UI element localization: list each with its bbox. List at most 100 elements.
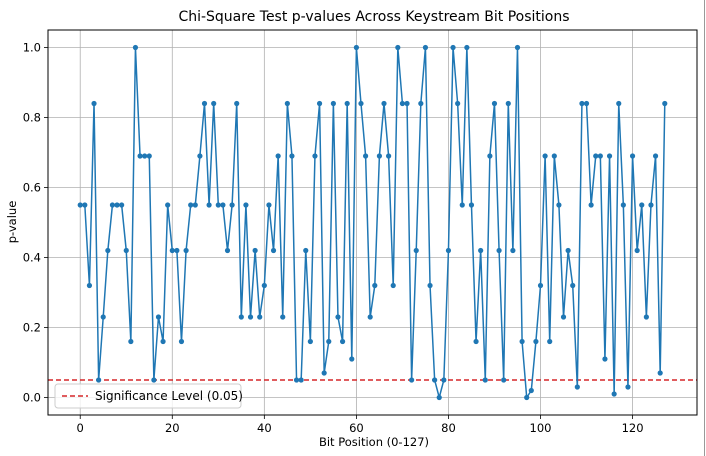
data-point — [146, 153, 152, 159]
data-point — [169, 247, 175, 254]
data-point — [165, 202, 171, 208]
data-point — [395, 44, 401, 51]
data-point — [418, 100, 424, 107]
legend: Significance Level (0.05) — [54, 383, 243, 409]
data-point — [128, 338, 134, 345]
data-point — [312, 153, 318, 159]
data-point — [639, 202, 645, 208]
data-point — [280, 314, 286, 320]
data-point — [593, 153, 599, 159]
data-point — [547, 338, 553, 345]
data-point — [132, 44, 139, 51]
data-point — [496, 247, 502, 254]
data-point — [413, 247, 419, 254]
data-point — [537, 282, 544, 289]
axes-frame — [47, 29, 698, 416]
data-point — [215, 202, 221, 208]
data-point — [137, 153, 143, 159]
data-point — [289, 153, 295, 159]
data-point — [551, 153, 557, 159]
data-point — [556, 202, 562, 208]
data-point — [344, 100, 350, 107]
data-point — [625, 384, 631, 390]
data-point — [275, 153, 281, 159]
data-point — [606, 153, 613, 159]
data-point — [229, 202, 235, 208]
data-point — [588, 202, 594, 208]
data-point — [160, 338, 166, 345]
data-point — [367, 314, 373, 320]
y-tick-label: 0.4 — [23, 251, 41, 265]
data-point — [478, 247, 484, 254]
data-point — [155, 314, 162, 320]
data-point — [82, 202, 88, 208]
data-point — [616, 100, 622, 107]
data-point — [602, 356, 608, 362]
data-point — [634, 247, 640, 254]
data-point — [243, 202, 249, 208]
data-point — [574, 384, 580, 390]
y-tick-label: 0.0 — [23, 391, 41, 405]
data-point — [151, 377, 157, 383]
data-point — [349, 356, 355, 362]
data-point — [455, 100, 461, 107]
data-point — [482, 377, 488, 383]
data-point — [220, 202, 226, 208]
data-point — [77, 202, 83, 208]
data-point — [501, 377, 507, 383]
data-point — [652, 153, 659, 159]
data-point — [441, 377, 447, 383]
x-tick-label: 100 — [530, 421, 552, 435]
data-point — [174, 247, 180, 254]
data-point — [91, 100, 97, 107]
data-point — [648, 202, 654, 208]
data-point — [206, 202, 212, 208]
data-point — [234, 100, 240, 107]
data-point — [358, 100, 364, 107]
data-point — [96, 377, 102, 383]
data-point — [293, 377, 300, 383]
data-point — [298, 377, 304, 383]
data-point — [142, 153, 148, 159]
data-point — [565, 247, 571, 254]
data-point — [376, 153, 382, 159]
data-point — [450, 44, 456, 51]
data-point — [386, 153, 392, 159]
y-tick-label: 0.8 — [23, 111, 41, 125]
data-point — [330, 100, 336, 107]
data-point — [284, 100, 290, 107]
data-point — [252, 247, 258, 254]
data-point — [579, 100, 585, 107]
data-point — [105, 247, 111, 254]
legend-label-threshold: Significance Level (0.05) — [95, 389, 243, 403]
x-tick-label: 0 — [77, 421, 84, 435]
data-point — [533, 338, 539, 345]
data-point — [100, 314, 106, 320]
data-point — [224, 247, 231, 254]
data-point — [468, 202, 475, 208]
data-point — [197, 153, 203, 159]
x-tick-label: 20 — [165, 421, 180, 435]
data-point — [266, 202, 272, 208]
y-tick-label: 0.6 — [23, 181, 41, 195]
data-point — [432, 377, 438, 383]
data-point — [119, 202, 125, 208]
data-point — [178, 338, 185, 345]
data-point — [261, 282, 267, 289]
series-group — [77, 44, 668, 401]
data-point — [339, 338, 346, 345]
x-tick-label: 80 — [441, 421, 456, 435]
data-point — [583, 100, 590, 107]
data-point — [422, 44, 429, 51]
x-tick-label: 120 — [622, 421, 644, 435]
data-point — [188, 202, 194, 208]
data-point — [114, 202, 120, 208]
chart-title: Chi-Square Test p-values Across Keystrea… — [178, 9, 569, 25]
data-point — [629, 153, 636, 159]
data-point — [505, 100, 511, 107]
data-point — [86, 282, 93, 289]
data-point — [487, 153, 493, 159]
data-point — [192, 202, 198, 208]
data-point — [570, 282, 576, 289]
